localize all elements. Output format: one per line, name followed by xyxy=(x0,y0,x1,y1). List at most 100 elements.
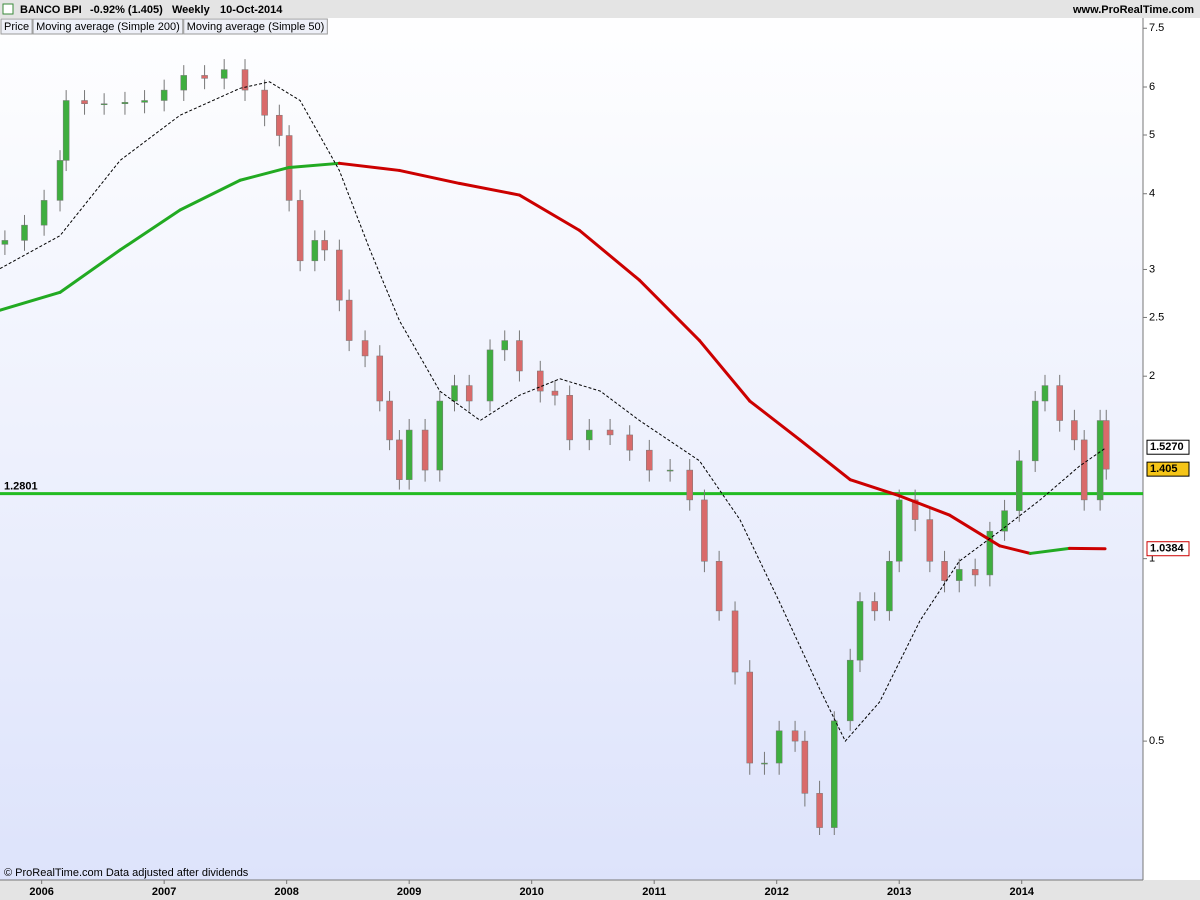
candle-body xyxy=(180,75,188,91)
candle-body xyxy=(421,429,429,471)
candle-body xyxy=(761,762,768,765)
candle-body xyxy=(1096,420,1104,501)
ma-segment xyxy=(118,208,182,252)
symbol: BANCO BPI xyxy=(20,4,82,16)
symbol-icon xyxy=(2,3,14,15)
candle-body xyxy=(926,519,934,562)
candle-body xyxy=(941,561,948,581)
site: www.ProRealTime.com xyxy=(1072,4,1194,16)
candle-body xyxy=(911,499,919,520)
candle-body xyxy=(465,385,473,402)
candle-body xyxy=(276,114,283,136)
last-value-label: 1.405 xyxy=(1150,463,1178,475)
candle-body xyxy=(731,610,739,673)
y-tick-label: 7.5 xyxy=(1149,22,1164,34)
candle-body xyxy=(801,740,809,794)
candle-body xyxy=(241,69,249,91)
candle-body xyxy=(296,200,304,262)
ma-segment xyxy=(1028,546,1071,555)
candle-body xyxy=(81,100,88,105)
candle-body xyxy=(486,349,494,402)
candle-body xyxy=(1071,420,1078,441)
candle-body xyxy=(311,240,319,262)
last-value-label: 1.5270 xyxy=(1150,441,1184,453)
ma-segment xyxy=(998,544,1032,555)
change: -0.92% (1.405) xyxy=(90,4,163,16)
x-tick-label: 2009 xyxy=(397,886,421,898)
candle-body xyxy=(955,569,963,581)
candle-body xyxy=(121,102,129,105)
candle-body xyxy=(831,720,838,828)
x-tick-label: 2014 xyxy=(1009,886,1034,898)
x-tick-label: 2006 xyxy=(29,886,53,898)
ma-segment xyxy=(698,339,752,403)
candle-body xyxy=(201,75,208,79)
y-tick-label: 2 xyxy=(1149,370,1155,382)
candle-body xyxy=(715,561,723,612)
ma-segment xyxy=(337,161,401,172)
candle-body xyxy=(626,434,633,451)
candle-body xyxy=(321,240,328,251)
x-axis-bar xyxy=(0,880,1200,900)
ma-segment xyxy=(287,161,341,169)
candle-body xyxy=(871,601,878,612)
ma-segment xyxy=(457,181,521,197)
y-tick-label: 1 xyxy=(1149,553,1155,565)
y-tick-label: 5 xyxy=(1149,129,1155,141)
candle-body xyxy=(1041,385,1049,402)
x-tick-label: 2010 xyxy=(519,886,543,898)
level-label: 1.2801 xyxy=(4,481,38,493)
candle-body xyxy=(895,499,903,562)
candle-body xyxy=(21,224,28,241)
candle-body xyxy=(646,449,653,471)
candle-body xyxy=(62,100,70,161)
ma-segment xyxy=(637,278,702,343)
ma-segment xyxy=(397,168,461,185)
x-tick-label: 2012 xyxy=(764,886,788,898)
legend-box xyxy=(0,18,33,35)
ma-segment xyxy=(897,494,951,517)
y-tick-label: 0.5 xyxy=(1149,735,1164,747)
candle-body xyxy=(405,429,413,480)
candle-body xyxy=(1016,460,1023,511)
candle-body xyxy=(746,671,753,764)
x-tick-label: 2008 xyxy=(274,886,298,898)
ma-segment xyxy=(947,513,1002,548)
date: 10-Oct-2014 xyxy=(220,4,283,16)
candle-body xyxy=(1031,400,1039,462)
footer: © ProRealTime.com Data adjusted after di… xyxy=(4,867,249,879)
candle-body xyxy=(361,340,369,357)
y-tick-label: 3 xyxy=(1149,263,1155,275)
candle-body xyxy=(566,395,573,441)
last-value-label: 1.0384 xyxy=(1150,543,1185,555)
ma-segment xyxy=(58,248,122,294)
candle-body xyxy=(701,499,708,562)
last-value-box xyxy=(1146,541,1190,557)
candle-body xyxy=(846,659,854,722)
candle-body xyxy=(141,100,148,103)
header-bar xyxy=(0,0,1200,18)
x-tick-label: 2007 xyxy=(152,886,176,898)
ma-segment xyxy=(238,165,291,182)
candle-body xyxy=(336,249,343,301)
candle-body xyxy=(1,240,9,245)
candle-body xyxy=(451,385,458,402)
last-value-box xyxy=(1146,439,1190,455)
candle-body xyxy=(1080,439,1088,501)
candle-body xyxy=(386,400,393,441)
candle-body xyxy=(1001,510,1008,532)
candle-body xyxy=(100,103,108,106)
candle-body xyxy=(501,340,508,351)
candle-body xyxy=(856,601,864,661)
candle-body xyxy=(396,439,403,480)
ma-segment xyxy=(848,478,901,498)
candle-body xyxy=(551,390,559,396)
ma-segment xyxy=(798,438,852,482)
legend-entry: Moving average (Simple 200) xyxy=(36,21,180,33)
legend-box xyxy=(183,18,328,35)
candle-body xyxy=(436,400,444,471)
candle-body xyxy=(345,299,353,341)
y-tick-label: 4 xyxy=(1149,188,1155,200)
